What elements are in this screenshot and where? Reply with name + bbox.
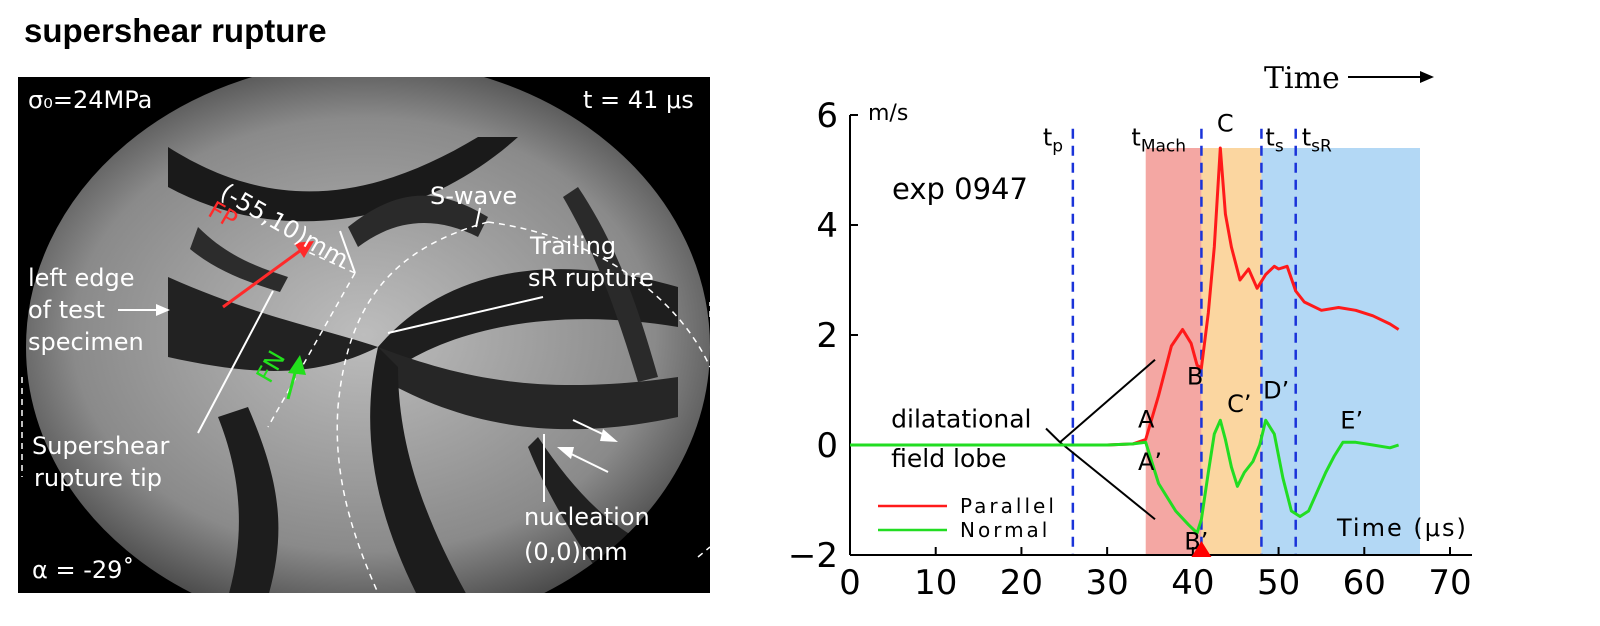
y-tick-label-2: 2 <box>816 316 838 356</box>
alpha-label: α = -29˚ <box>32 556 135 584</box>
x-tick-label-7: 70 <box>1428 563 1471 603</box>
left-edge-label-line2: of test <box>28 296 105 324</box>
x-tick-label-5: 50 <box>1257 563 1300 603</box>
x-tick-label-4: 40 <box>1171 563 1214 603</box>
trailing-label-line1: Trailing <box>530 232 617 260</box>
x-axis-label: Time (μs) <box>1336 514 1468 542</box>
trailing-label-line2: sR rupture <box>528 264 654 292</box>
annotation-4: C <box>1217 110 1234 138</box>
swave-label: S-wave <box>430 182 518 210</box>
y-tick-label-1: 0 <box>816 426 838 466</box>
time-marker-label-1: tMach <box>1131 123 1186 156</box>
mach-time-marker-icon <box>1191 541 1212 557</box>
annotation-5: C’ <box>1227 390 1251 418</box>
annotation-6: D’ <box>1263 376 1289 404</box>
pointer-line-upper <box>1059 358 1156 444</box>
annotation-9: field lobe <box>891 444 1006 473</box>
top-time-arrow-head <box>1420 71 1434 83</box>
pointer-line-lower <box>1059 441 1156 521</box>
time-marker-label-0: tp <box>1043 123 1063 156</box>
y-tick-label-0: −2 <box>788 536 838 576</box>
pointer-line-stub <box>1045 427 1061 443</box>
x-tick-label-2: 20 <box>1000 563 1043 603</box>
nucleation-label-line1: nucleation <box>524 503 650 531</box>
tip-label-line2: rupture tip <box>34 464 162 492</box>
y-tick-label-4: 6 <box>816 96 838 136</box>
x-tick-label-0: 0 <box>839 563 861 603</box>
annotation-2: B <box>1187 363 1203 391</box>
page-title: supershear rupture <box>24 12 327 49</box>
fringe-pattern <box>20 77 710 593</box>
shaded-band-2 <box>1261 148 1420 555</box>
y-unit-label: m/s <box>868 101 908 126</box>
x-tick-label-3: 30 <box>1086 563 1129 603</box>
legend-label-normal: Normal <box>960 518 1050 542</box>
top-time-label: Time <box>1264 61 1340 96</box>
tip-label-line1: Supershear <box>32 432 170 460</box>
left-edge-label-line3: specimen <box>28 328 144 356</box>
y-tick-label-3: 4 <box>816 206 838 246</box>
annotation-8: dilatational <box>891 404 1031 433</box>
left-edge-label-line1: left edge <box>28 264 135 292</box>
annotation-0: A <box>1138 405 1155 433</box>
series-line-normal <box>850 418 1400 535</box>
annotation-7: E’ <box>1340 407 1363 435</box>
stress-label: σ₀=24MPa <box>28 86 153 114</box>
shaded-band-1 <box>1201 148 1262 555</box>
x-tick-label-1: 10 <box>914 563 957 603</box>
photoelastic-image: σ₀=24MPa t = 41 μs α = -29˚ (-55,10)mm F… <box>18 77 710 593</box>
legend-label-parallel: Parallel <box>960 494 1057 518</box>
experiment-label: exp 0947 <box>892 172 1028 206</box>
x-tick-label-6: 60 <box>1343 563 1386 603</box>
nucleation-label-line2: (0,0)mm <box>524 538 628 566</box>
time-label: t = 41 μs <box>583 86 694 114</box>
annotation-1: A’ <box>1138 448 1162 476</box>
